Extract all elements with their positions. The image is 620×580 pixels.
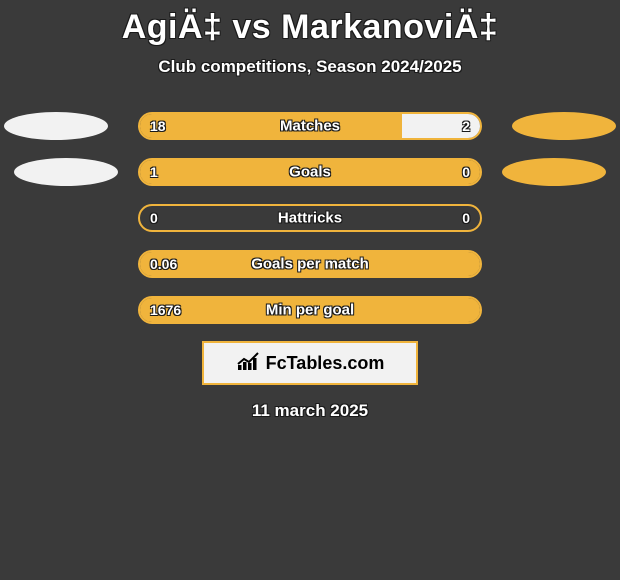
- stat-row: 1 0 Goals: [0, 157, 620, 187]
- stat-right-value: 2: [462, 118, 470, 134]
- stat-bar: 1676 Min per goal: [138, 296, 482, 324]
- stat-left-value: 0.06: [150, 256, 177, 272]
- stat-right-value: 0: [462, 164, 470, 180]
- stat-label: Min per goal: [266, 302, 354, 319]
- stat-left-value: 0: [150, 210, 158, 226]
- stat-label: Hattricks: [278, 210, 342, 227]
- stat-row: 18 2 Matches: [0, 111, 620, 141]
- chart-icon: [236, 350, 262, 377]
- stat-bar: 0.06 Goals per match: [138, 250, 482, 278]
- stat-row: 0.06 Goals per match: [0, 249, 620, 279]
- logo-text: FcTables.com: [266, 353, 385, 374]
- stat-left-value: 18: [150, 118, 166, 134]
- stats-container: 18 2 Matches 1 0 Goals 0 0 Hattricks 0.06 Goals pe…: [0, 111, 620, 325]
- stat-left-value: 1: [150, 164, 158, 180]
- left-player-ellipse: [4, 112, 108, 140]
- date-label: 11 march 2025: [0, 401, 620, 421]
- left-player-ellipse: [14, 158, 118, 186]
- stat-label: Goals per match: [251, 256, 369, 273]
- stat-label: Matches: [280, 118, 340, 135]
- stat-row: 0 0 Hattricks: [0, 203, 620, 233]
- right-player-ellipse: [512, 112, 616, 140]
- stat-bar: 1 0 Goals: [138, 158, 482, 186]
- bar-left-fill: [140, 114, 402, 138]
- stat-bar: 18 2 Matches: [138, 112, 482, 140]
- stat-bar: 0 0 Hattricks: [138, 204, 482, 232]
- logo-box: FcTables.com: [202, 341, 418, 385]
- stat-right-value: 0: [462, 210, 470, 226]
- right-player-ellipse: [502, 158, 606, 186]
- stat-row: 1676 Min per goal: [0, 295, 620, 325]
- stat-label: Goals: [289, 164, 331, 181]
- comparison-title: AgiÄ‡ vs MarkanoviÄ‡: [0, 0, 620, 47]
- stat-left-value: 1676: [150, 302, 181, 318]
- comparison-subtitle: Club competitions, Season 2024/2025: [0, 57, 620, 77]
